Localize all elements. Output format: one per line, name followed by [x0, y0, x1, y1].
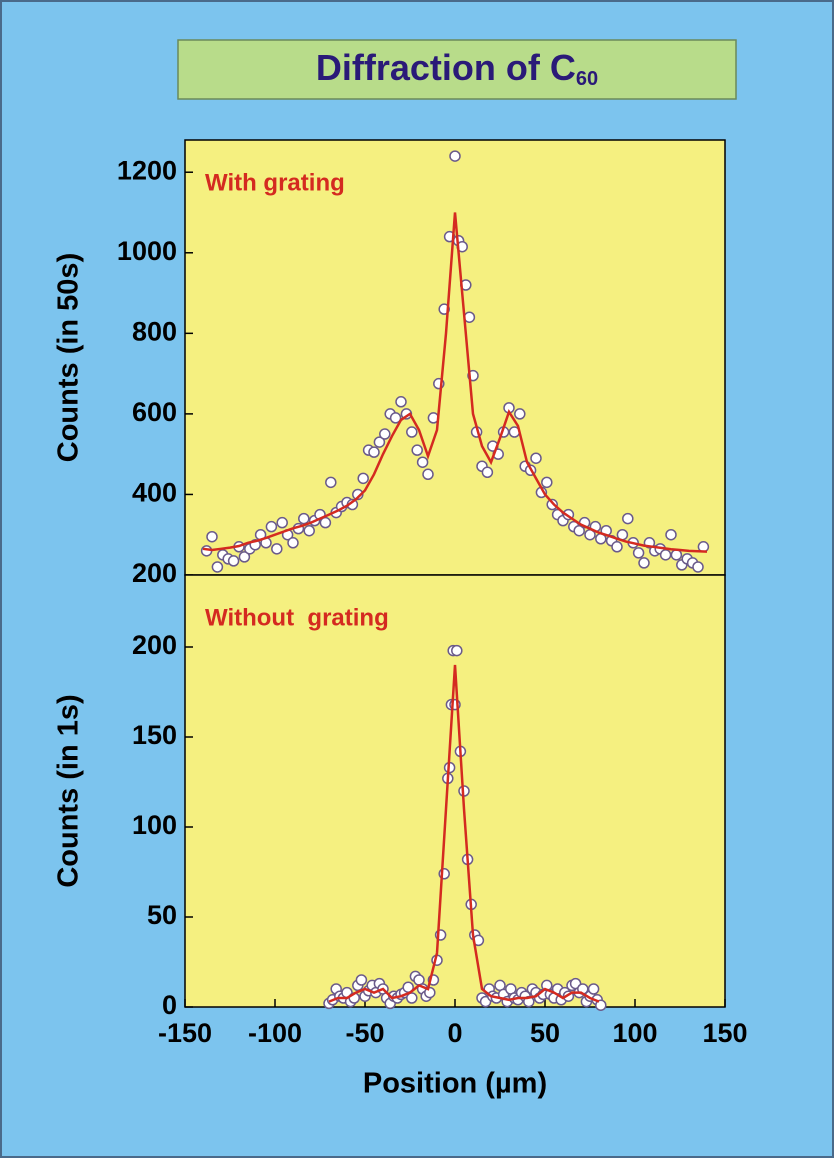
data-point — [303, 524, 315, 537]
data-point — [530, 452, 542, 464]
data-point — [276, 516, 288, 529]
data-point — [238, 551, 251, 563]
fit-line — [202, 212, 708, 553]
data-point — [422, 468, 434, 481]
x-tick-label: 50 — [530, 1018, 560, 1048]
data-point — [541, 476, 553, 489]
plot-area — [184, 139, 726, 576]
data-point — [449, 150, 461, 162]
data-point — [424, 986, 436, 999]
data-point — [271, 543, 283, 555]
data-point — [211, 561, 224, 573]
data-point — [319, 516, 332, 529]
data-point — [357, 472, 369, 485]
data-point — [355, 974, 368, 986]
data-point — [206, 530, 218, 543]
data-point — [632, 547, 645, 559]
data-point — [298, 512, 310, 525]
x-tick-label: 100 — [612, 1018, 657, 1048]
y-tick-label: 0 — [162, 990, 177, 1020]
chart-title: Diffraction of C60 — [316, 47, 598, 91]
data-point — [406, 992, 418, 1004]
data-point — [379, 428, 391, 440]
data-point — [670, 549, 683, 561]
annotation: With grating — [205, 169, 345, 196]
title-subscript: 60 — [576, 68, 598, 90]
x-tick-label: -50 — [345, 1018, 384, 1048]
data-point — [692, 561, 704, 573]
y-tick-label: 600 — [132, 397, 177, 427]
data-point — [416, 456, 429, 468]
data-point — [352, 488, 364, 501]
data-point — [325, 476, 337, 489]
y-tick-label: 1000 — [117, 236, 177, 266]
data-point — [451, 644, 463, 657]
y-tick-label: 50 — [147, 900, 177, 930]
y-tick-label: 800 — [132, 316, 177, 346]
data-point — [287, 537, 299, 549]
x-tick-label: 150 — [702, 1018, 747, 1048]
y-tick-label: 1200 — [117, 155, 177, 185]
data-point — [411, 444, 423, 456]
data-point — [373, 436, 386, 448]
data-point — [514, 408, 526, 420]
y-axis-label: Counts (in 50s) — [53, 253, 85, 462]
data-point — [587, 983, 600, 995]
x-tick-label: -100 — [248, 1018, 302, 1048]
data-point — [227, 555, 240, 567]
data-point — [659, 549, 672, 561]
data-point — [481, 466, 494, 479]
data-point — [389, 412, 402, 424]
title-box — [177, 39, 737, 100]
data-point — [622, 512, 634, 525]
data-point — [665, 528, 677, 541]
title-text: Diffraction of C — [316, 47, 576, 88]
data-point — [368, 446, 380, 458]
data-point — [638, 557, 650, 569]
y-axis-label: Counts (in 1s) — [53, 694, 85, 887]
data-point — [406, 426, 418, 438]
y-tick-label: 100 — [132, 810, 177, 840]
y-tick-label: 200 — [132, 558, 177, 588]
data-point — [546, 498, 558, 511]
data-point — [595, 999, 607, 1011]
x-tick-label: 0 — [447, 1018, 462, 1048]
y-tick-label: 150 — [132, 720, 177, 750]
data-point — [395, 396, 407, 408]
x-axis-label: Position (µm) — [363, 1068, 547, 1100]
data-point — [573, 524, 585, 537]
annotation: Without grating — [205, 604, 389, 631]
y-tick-label: 200 — [132, 630, 177, 660]
plot-area — [184, 574, 726, 1008]
data-point — [611, 541, 623, 553]
data-point — [265, 520, 278, 533]
fit-line — [328, 664, 600, 1003]
y-tick-label: 400 — [132, 478, 177, 508]
x-tick-label: -150 — [158, 1018, 212, 1048]
